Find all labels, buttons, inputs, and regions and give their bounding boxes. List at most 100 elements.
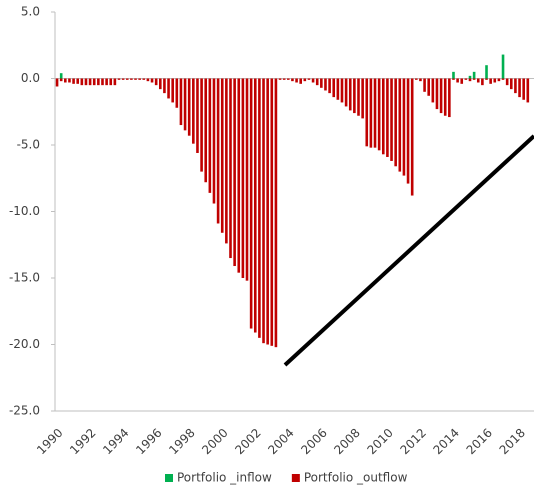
bar bbox=[526, 78, 530, 103]
bar bbox=[84, 78, 88, 86]
bar bbox=[377, 78, 381, 151]
bar bbox=[468, 78, 472, 82]
bar bbox=[320, 78, 323, 88]
y-tick-label: -25.0 bbox=[9, 404, 40, 418]
bar bbox=[476, 78, 480, 83]
bar bbox=[125, 78, 129, 80]
bar bbox=[158, 78, 162, 90]
bar bbox=[295, 78, 298, 83]
x-tick-label: 2014 bbox=[431, 426, 462, 457]
bar bbox=[274, 78, 278, 348]
bar bbox=[117, 78, 121, 80]
legend-label: Portfolio _outflow bbox=[304, 471, 408, 485]
bar bbox=[303, 78, 307, 82]
bar bbox=[287, 78, 290, 80]
bar bbox=[80, 78, 84, 86]
bar bbox=[200, 78, 203, 172]
bar bbox=[241, 78, 245, 278]
bar bbox=[121, 78, 125, 80]
bar bbox=[113, 78, 117, 86]
bar bbox=[435, 78, 439, 110]
bar bbox=[258, 78, 261, 338]
x-tick-label: 2000 bbox=[199, 426, 230, 457]
x-tick-label: 2016 bbox=[464, 426, 495, 457]
bar bbox=[192, 78, 195, 144]
bar bbox=[150, 78, 154, 83]
bar bbox=[493, 78, 497, 83]
bar bbox=[237, 78, 241, 273]
bar bbox=[163, 78, 166, 94]
bar bbox=[183, 78, 187, 131]
bar bbox=[138, 78, 141, 80]
y-tick-label: -10.0 bbox=[9, 204, 40, 218]
x-tick-label: 1996 bbox=[133, 426, 164, 457]
bar bbox=[443, 78, 447, 116]
bar bbox=[505, 78, 509, 86]
bar bbox=[175, 78, 179, 108]
bar bbox=[130, 78, 133, 80]
x-tick-label: 2008 bbox=[331, 426, 362, 457]
bar bbox=[464, 78, 468, 80]
bar bbox=[204, 78, 208, 183]
bar bbox=[55, 78, 59, 87]
bar bbox=[76, 78, 80, 84]
bar bbox=[72, 78, 75, 84]
bar bbox=[386, 78, 389, 157]
bar bbox=[481, 78, 484, 86]
legend-swatch bbox=[291, 474, 300, 482]
y-tick-label: -15.0 bbox=[9, 271, 40, 285]
bar bbox=[514, 78, 517, 94]
bar bbox=[348, 78, 352, 111]
bar bbox=[245, 78, 249, 281]
bar bbox=[216, 78, 220, 224]
bar bbox=[299, 78, 302, 84]
bar bbox=[59, 78, 63, 82]
bar bbox=[249, 78, 253, 329]
bar bbox=[208, 78, 212, 193]
bar bbox=[225, 78, 228, 244]
bar bbox=[489, 78, 492, 84]
bar bbox=[105, 78, 108, 86]
bar bbox=[97, 78, 100, 86]
legend-label: Portfolio _inflow bbox=[177, 471, 272, 485]
bar bbox=[328, 78, 331, 94]
bar bbox=[332, 78, 336, 98]
bar bbox=[452, 78, 455, 80]
bar bbox=[353, 78, 356, 114]
bar bbox=[390, 78, 393, 161]
bar bbox=[291, 78, 294, 82]
bar bbox=[497, 78, 501, 82]
bar bbox=[142, 78, 146, 80]
bar bbox=[394, 78, 397, 167]
bar bbox=[344, 78, 348, 107]
bar bbox=[518, 78, 521, 98]
bar bbox=[187, 78, 191, 136]
x-tick-label: 2018 bbox=[497, 426, 528, 457]
bar bbox=[212, 78, 216, 204]
bar bbox=[410, 78, 414, 196]
bar bbox=[501, 78, 505, 80]
bar bbox=[398, 78, 402, 172]
bar bbox=[361, 78, 364, 119]
y-tick-label: 5.0 bbox=[21, 5, 40, 19]
x-tick-label: 1998 bbox=[166, 426, 197, 457]
bar bbox=[307, 78, 311, 80]
bar bbox=[336, 78, 340, 100]
bar bbox=[311, 78, 315, 83]
x-tick-label: 2002 bbox=[232, 426, 263, 457]
bar bbox=[171, 78, 174, 103]
bar bbox=[134, 78, 137, 80]
bar bbox=[448, 78, 451, 118]
x-tick-label: 2006 bbox=[298, 426, 329, 457]
bar bbox=[92, 78, 96, 86]
bar bbox=[468, 75, 472, 79]
bar bbox=[262, 78, 265, 344]
bar bbox=[402, 78, 406, 176]
bar bbox=[522, 78, 525, 100]
bar bbox=[373, 78, 377, 148]
bar bbox=[101, 78, 104, 86]
bar bbox=[146, 78, 150, 82]
bar bbox=[381, 78, 385, 155]
